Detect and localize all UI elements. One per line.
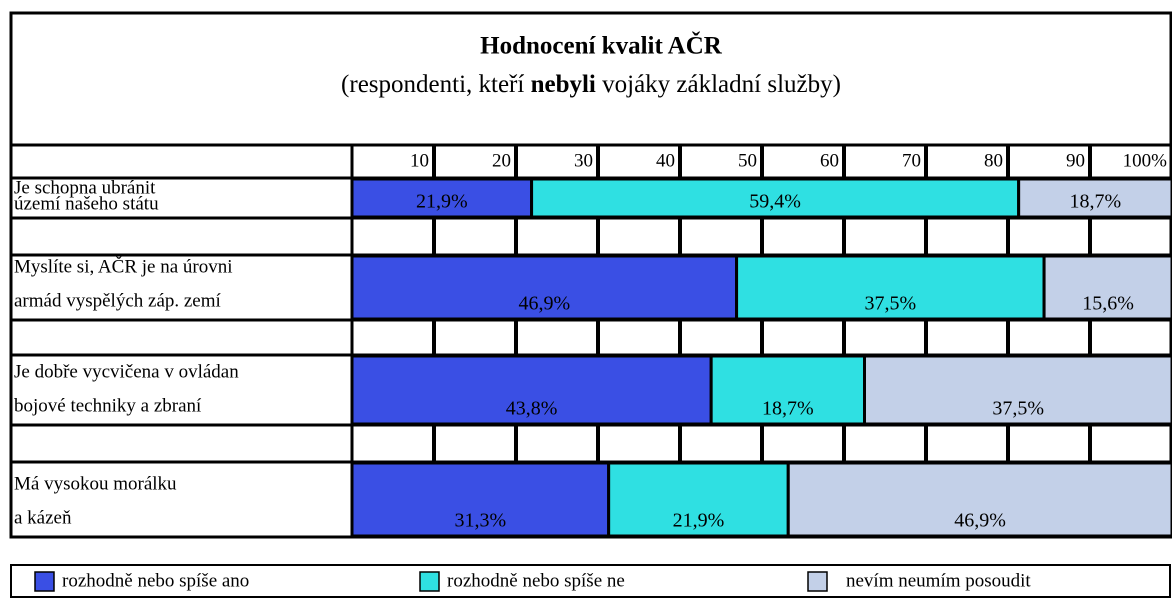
value-label: 15,6% [1082, 293, 1134, 315]
bar-segment [350, 177, 534, 219]
value-label: 46,9% [954, 510, 1006, 532]
bar-segment [350, 354, 713, 426]
legend-label: nevím neumím posoudit [846, 570, 1031, 591]
value-label: 43,8% [506, 398, 558, 420]
bar-segment [350, 254, 739, 321]
subtitle-part: nebyli [531, 71, 596, 98]
category-label: Je schopna ubránit [14, 177, 156, 198]
chart-title: Hodnocení kvalit AČR [480, 31, 723, 60]
x-tick-label: 70 [902, 150, 921, 171]
category-label: a kázeň [14, 507, 72, 528]
x-tick-label: 80 [984, 150, 1003, 171]
legend-swatch [807, 571, 828, 592]
bar-segment [709, 354, 866, 426]
x-tick-label: 100% [1123, 150, 1168, 171]
value-label: 37,5% [992, 398, 1044, 420]
bar-segment [1017, 177, 1172, 219]
category-label: armád vyspělých záp. zemí [14, 290, 222, 311]
legend-swatch [34, 571, 55, 592]
bar-segment [1042, 254, 1172, 321]
value-label: 59,4% [749, 191, 801, 213]
category-label: Myslíte si, AČR je na úrovni [14, 255, 233, 277]
legend-swatch [419, 571, 440, 592]
chart-subtitle: (respondenti, kteří nebyli vojáky základ… [341, 71, 841, 98]
category-label: Má vysokou morálku [14, 473, 177, 494]
x-tick-label: 10 [410, 150, 429, 171]
x-tick-label: 60 [820, 150, 839, 171]
x-tick-label: 90 [1066, 150, 1085, 171]
bar-segment [786, 461, 1172, 538]
x-tick-label: 20 [492, 150, 511, 171]
value-label: 37,5% [864, 293, 916, 315]
category-label: bojové techniky a zbraní [14, 395, 202, 416]
legend-frame [10, 564, 1171, 598]
bar-segment [350, 461, 611, 538]
category-label: Je dobře vycvičena v ovládan [14, 361, 239, 382]
x-tick-label: 30 [574, 150, 593, 171]
bar-segment [735, 254, 1046, 321]
x-tick-label: 40 [656, 150, 675, 171]
subtitle-part: (respondenti, kteří [341, 71, 524, 98]
value-label: 18,7% [762, 398, 814, 420]
value-label: 31,3% [454, 510, 506, 532]
bar-segment [607, 461, 790, 538]
value-label: 46,9% [518, 293, 570, 315]
value-label: 18,7% [1069, 191, 1121, 213]
x-tick-label: 50 [738, 150, 757, 171]
legend-label: rozhodně nebo spíše ano [62, 570, 249, 591]
bar-segment [863, 354, 1172, 426]
legend-label: rozhodně nebo spíše ne [447, 570, 625, 591]
value-label: 21,9% [416, 191, 468, 213]
value-label: 21,9% [673, 510, 725, 532]
category-label: území našeho státu [14, 193, 159, 214]
subtitle-part: vojáky základní služby) [602, 71, 841, 98]
